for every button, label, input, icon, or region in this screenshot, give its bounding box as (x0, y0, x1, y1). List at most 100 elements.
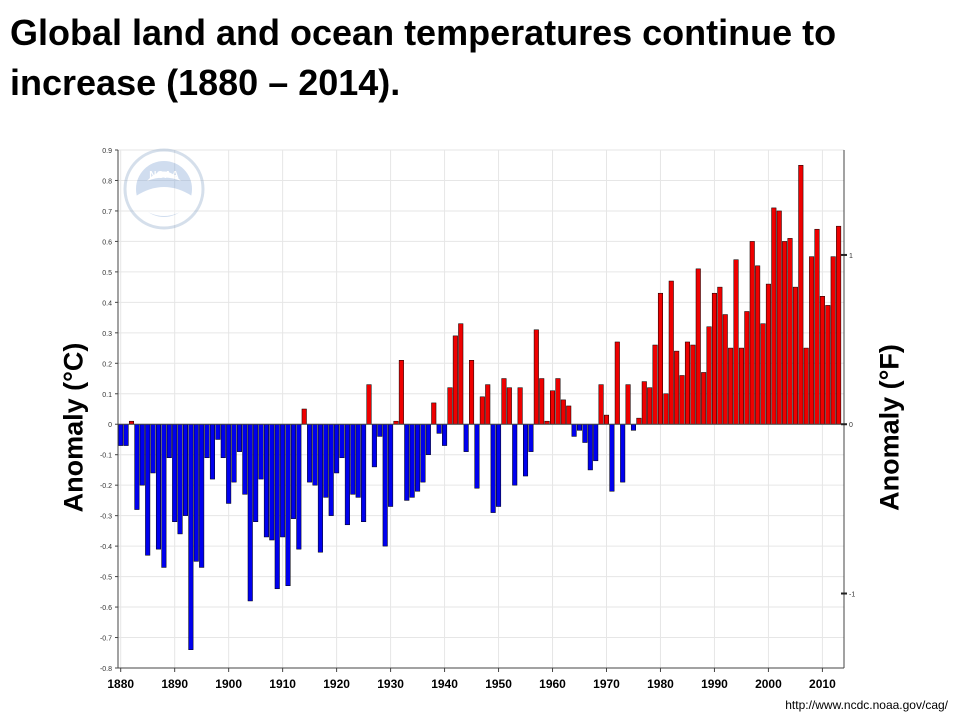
y-tick-label: 0.2 (102, 361, 112, 368)
bar (432, 403, 437, 424)
bar (782, 241, 787, 424)
bar (464, 424, 469, 451)
bar (507, 388, 512, 425)
y-tick-label: 0.1 (102, 392, 112, 399)
bar (793, 287, 798, 424)
bar (599, 385, 604, 425)
bar (458, 324, 463, 425)
bar (248, 424, 253, 601)
y-tick-label: 0.5 (102, 270, 112, 277)
x-tick-label: 1970 (593, 677, 620, 691)
bar (275, 424, 280, 589)
bar (140, 424, 145, 485)
bar (696, 269, 701, 424)
y-tick-labels: 0.9 0.8 0.7 0.6 0.5 0.4 0.3 0.2 0.1 0 -0.1 -0.2 -0.3… (100, 148, 118, 673)
bar (172, 424, 177, 522)
bar (243, 424, 248, 494)
bar (701, 372, 706, 424)
bar (232, 424, 237, 482)
bar (367, 385, 372, 425)
title-line-2: increase (1880 – 2014). (10, 62, 400, 103)
bar (216, 424, 221, 439)
y-tick-label: 0.8 (102, 178, 112, 185)
bar (556, 379, 561, 425)
bar (512, 424, 517, 485)
source-url: http://www.ncdc.noaa.gov/cag/ (785, 698, 948, 712)
x-tick-label: 1940 (431, 677, 458, 691)
bar (253, 424, 258, 522)
y-tick-label: -0.1 (100, 453, 112, 460)
bar (442, 424, 447, 445)
bar (588, 424, 593, 470)
bar (475, 424, 480, 488)
bar (826, 305, 831, 424)
bar (626, 385, 631, 425)
bar (415, 424, 420, 491)
bar (777, 211, 782, 424)
bar (151, 424, 156, 473)
bar (647, 388, 652, 425)
bar (221, 424, 226, 458)
y-tick-label: -0.3 (100, 514, 112, 521)
bar (836, 226, 841, 424)
y-tick-label: -0.6 (100, 605, 112, 612)
x-tick-label: 1930 (377, 677, 404, 691)
bar (664, 394, 669, 424)
bar (772, 208, 777, 424)
bar (761, 324, 766, 425)
bar (620, 424, 625, 482)
bar (189, 424, 194, 649)
bar (502, 379, 507, 425)
bar (237, 424, 242, 451)
bar (766, 284, 771, 424)
y-tick-label: -0.2 (100, 483, 112, 490)
y-tick-label: -0.8 (100, 666, 112, 673)
bar (750, 241, 755, 424)
bar (199, 424, 204, 567)
bar (815, 229, 820, 424)
x-tick-label: 1910 (269, 677, 296, 691)
right-tick-label: 0 (849, 422, 853, 429)
bar (669, 281, 674, 424)
x-tick-labels: 1880 1890 1900 1910 1920 1930 1940 1950 1960 1970… (107, 668, 836, 691)
bar (674, 351, 679, 424)
bar (178, 424, 183, 534)
y-tick-label: 0.9 (102, 148, 112, 155)
bar (194, 424, 199, 561)
bar (680, 375, 685, 424)
title-line-1: Global land and ocean temperatures conti… (10, 12, 836, 53)
bar (448, 388, 453, 425)
bar (755, 266, 760, 424)
bar (334, 424, 339, 473)
bar (707, 327, 712, 425)
bar (615, 342, 620, 424)
y-tick-label: 0.7 (102, 209, 112, 216)
bar (691, 345, 696, 424)
bar (734, 260, 739, 425)
bar (270, 424, 275, 540)
bar (723, 315, 728, 425)
bar (291, 424, 296, 518)
bar (226, 424, 231, 503)
bar (739, 348, 744, 424)
bar (480, 397, 485, 424)
bar (712, 293, 717, 424)
y-tick-label: -0.5 (100, 575, 112, 582)
bar (745, 311, 750, 424)
bar (410, 424, 415, 497)
bar (264, 424, 269, 537)
bar (485, 385, 490, 425)
bar (685, 342, 690, 424)
bar (421, 424, 426, 482)
x-tick-label: 1900 (215, 677, 242, 691)
bar (329, 424, 334, 515)
bar (351, 424, 356, 494)
bar (324, 424, 329, 497)
bar (637, 418, 642, 424)
bar (496, 424, 501, 506)
bar (604, 415, 609, 424)
bar (259, 424, 264, 479)
y-tick-label: 0.3 (102, 331, 112, 338)
bar (804, 348, 809, 424)
bar (593, 424, 598, 461)
